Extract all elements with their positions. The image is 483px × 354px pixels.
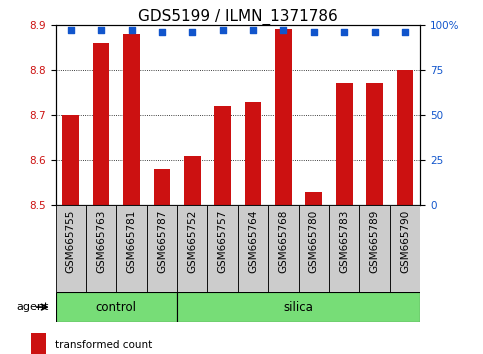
- Bar: [208, 205, 238, 292]
- Text: agent: agent: [16, 302, 48, 312]
- Bar: [177, 205, 208, 292]
- Text: control: control: [96, 301, 137, 314]
- Text: GSM665763: GSM665763: [96, 210, 106, 273]
- Text: GSM665781: GSM665781: [127, 210, 137, 273]
- Point: [341, 29, 348, 35]
- Bar: [86, 205, 116, 292]
- Bar: [366, 84, 383, 205]
- Bar: [31, 333, 46, 354]
- Point: [158, 29, 166, 35]
- Point: [188, 29, 196, 35]
- Bar: [62, 115, 79, 205]
- Text: GSM665764: GSM665764: [248, 210, 258, 273]
- Text: transformed count: transformed count: [55, 340, 152, 350]
- Bar: [336, 84, 353, 205]
- Text: GSM665789: GSM665789: [369, 210, 380, 273]
- Bar: [214, 106, 231, 205]
- Text: GSM665752: GSM665752: [187, 210, 197, 273]
- Bar: [238, 205, 268, 292]
- Text: silica: silica: [284, 301, 313, 314]
- Bar: [56, 205, 86, 292]
- Bar: [268, 205, 298, 292]
- Point: [219, 27, 227, 33]
- Text: GSM665768: GSM665768: [279, 210, 288, 273]
- Text: GSM665757: GSM665757: [218, 210, 227, 273]
- Title: GDS5199 / ILMN_1371786: GDS5199 / ILMN_1371786: [138, 8, 338, 25]
- Bar: [397, 70, 413, 205]
- Text: GSM665783: GSM665783: [339, 210, 349, 273]
- Bar: [329, 205, 359, 292]
- Point: [249, 27, 257, 33]
- Bar: [245, 102, 261, 205]
- Bar: [154, 169, 170, 205]
- Point: [371, 29, 379, 35]
- Bar: [305, 192, 322, 205]
- Bar: [177, 292, 420, 322]
- Point: [401, 29, 409, 35]
- Point: [280, 27, 287, 33]
- Bar: [390, 205, 420, 292]
- Bar: [298, 205, 329, 292]
- Bar: [359, 205, 390, 292]
- Point: [310, 29, 318, 35]
- Text: GSM665790: GSM665790: [400, 210, 410, 273]
- Bar: [116, 205, 147, 292]
- Bar: [56, 292, 177, 322]
- Text: GSM665787: GSM665787: [157, 210, 167, 273]
- Bar: [147, 205, 177, 292]
- Bar: [93, 43, 110, 205]
- Point: [128, 27, 135, 33]
- Point: [97, 27, 105, 33]
- Text: GSM665780: GSM665780: [309, 210, 319, 273]
- Bar: [123, 34, 140, 205]
- Bar: [184, 156, 200, 205]
- Text: GSM665755: GSM665755: [66, 210, 76, 273]
- Bar: [275, 29, 292, 205]
- Point: [67, 27, 74, 33]
